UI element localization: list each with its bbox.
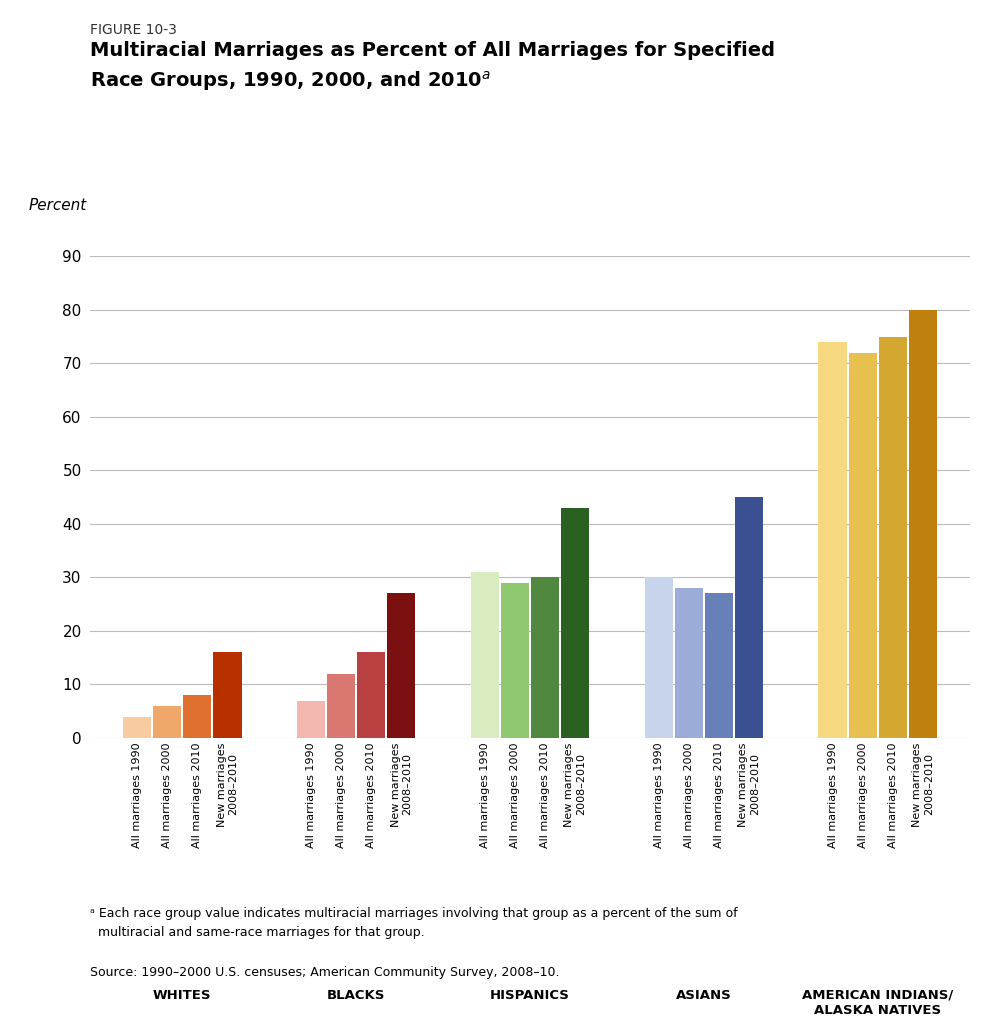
Bar xyxy=(153,706,181,738)
Text: WHITES: WHITES xyxy=(153,988,212,1001)
Bar xyxy=(909,310,937,738)
Text: HISPANICS: HISPANICS xyxy=(490,988,570,1001)
Text: ᵃ Each race group value indicates multiracial marriages involving that group as : ᵃ Each race group value indicates multir… xyxy=(90,907,738,939)
Text: ASIANS: ASIANS xyxy=(676,988,732,1001)
Text: FIGURE 10-3: FIGURE 10-3 xyxy=(90,23,177,37)
Bar xyxy=(471,572,499,738)
Text: Race Groups, 1990, 2000, and 2010$^{a}$: Race Groups, 1990, 2000, and 2010$^{a}$ xyxy=(90,69,491,92)
Bar xyxy=(297,700,325,738)
Text: Multiracial Marriages as Percent of All Marriages for Specified: Multiracial Marriages as Percent of All … xyxy=(90,41,775,60)
Bar xyxy=(705,593,733,738)
Bar xyxy=(183,695,211,738)
Text: Source: 1990–2000 U.S. censuses; American Community Survey, 2008–10.: Source: 1990–2000 U.S. censuses; America… xyxy=(90,966,560,979)
Bar xyxy=(531,577,559,738)
Bar xyxy=(357,652,385,738)
Bar xyxy=(213,652,242,738)
Bar xyxy=(387,593,415,738)
Bar xyxy=(849,353,877,738)
Bar xyxy=(818,342,847,738)
Bar xyxy=(501,583,529,738)
Bar xyxy=(645,577,673,738)
Bar xyxy=(123,716,151,738)
Bar xyxy=(735,497,763,738)
Bar xyxy=(561,507,589,738)
Bar xyxy=(879,336,907,738)
Bar xyxy=(675,588,703,738)
Text: AMERICAN INDIANS/
ALASKA NATIVES: AMERICAN INDIANS/ ALASKA NATIVES xyxy=(802,988,953,1017)
Text: BLACKS: BLACKS xyxy=(327,988,385,1001)
Text: Percent: Percent xyxy=(28,199,87,213)
Bar xyxy=(327,673,355,738)
